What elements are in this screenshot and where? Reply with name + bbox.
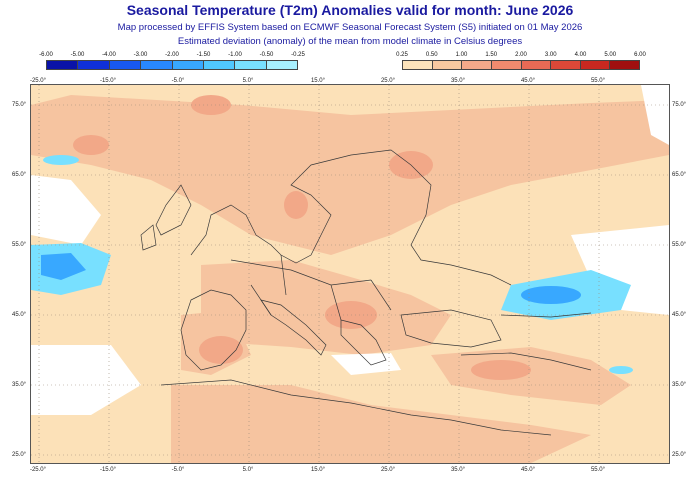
legend-swatch [403,61,433,69]
latitude-label: 55.0° [672,242,687,248]
longitude-label: 25.0° [380,78,396,84]
longitude-label: -5.0° [171,467,185,473]
legend-swatch [141,61,173,69]
longitude-label: -15.0° [99,78,117,84]
legend-tick-label: -3.00 [133,52,148,58]
legend-tick-label: 2.00 [515,52,527,58]
longitude-label: 45.0° [520,78,536,84]
neutral-anomaly-regions [31,85,669,415]
legend-swatch [610,61,639,69]
legend-swatch [47,61,79,69]
legend-tick-label: -6.00 [39,52,53,58]
legend-positive-ticks: 0.25 0.50 1.00 1.50 2.00 3.00 4.00 5.00 6.00 [396,52,646,60]
map-subtitle-source: Map processed by EFFIS System based on E… [117,22,583,33]
legend-swatch [491,61,522,69]
legend-tick-label: 6.00 [634,52,646,58]
legend-tick-label: -1.00 [228,52,242,58]
longitude-label: 15.0° [310,467,326,473]
latitude-label: 75.0° [672,102,687,108]
warm-anomaly-regions [31,95,669,463]
legend-tick-label: -1.50 [196,52,211,58]
longitude-label: 35.0° [450,78,466,84]
legend-tick-label: 1.00 [455,52,468,58]
legend-tick-label: -0.25 [291,52,305,58]
legend-tick-label: 0.50 [425,52,438,58]
latitude-label: 75.0° [12,102,27,108]
latitude-label: 65.0° [672,172,687,178]
longitude-label: -25.0° [29,467,47,473]
stronger-cool-anomaly-regions [41,253,581,304]
legend-swatch [432,61,463,69]
legend-swatch [235,61,267,69]
legend-tick-label: 5.00 [604,52,617,58]
legend-swatch [462,61,492,69]
legend-tick-label: 1.50 [485,52,498,58]
latitude-label: 45.0° [12,312,27,318]
longitude-label: 45.0° [520,467,536,473]
legend-positive: 0.25 0.50 1.00 1.50 2.00 3.00 4.00 5.00 6.00 [396,52,646,72]
legend-swatch [78,61,110,69]
anomaly-map [30,84,670,464]
legend-negative: -6.00 -5.00 -4.00 -3.00 -2.00 -1.50 -1.00 -0.50… [39,52,305,72]
legend-swatch [521,61,552,69]
legend-tick-label: -4.00 [102,52,116,58]
legend-swatch [551,61,581,69]
longitude-label: 15.0° [310,78,326,84]
latitude-label: 35.0° [12,382,27,388]
legend-negative-ticks: -6.00 -5.00 -4.00 -3.00 -2.00 -1.50 -1.00 -0.50… [39,52,305,60]
latitude-label: 35.0° [672,382,687,388]
longitude-label: 25.0° [380,467,396,473]
longitude-label: 5.0° [242,78,254,84]
legend-tick-label: 3.00 [544,52,557,58]
legend-positive-swatches [402,60,640,70]
legend-swatch [172,61,204,69]
longitude-label: 35.0° [450,467,466,473]
legend-swatch [266,61,297,69]
legend-tick-label: 0.25 [396,52,408,58]
legend-tick-label: -5.00 [70,52,85,58]
map-title: Seasonal Temperature (T2m) Anomalies val… [126,2,574,18]
latitude-label: 65.0° [12,172,27,178]
coastlines-borders [140,149,592,436]
longitude-label: -15.0° [99,467,117,473]
latitude-label: 55.0° [12,242,27,248]
latitude-label: 45.0° [672,312,687,318]
latitude-label: 25.0° [12,452,27,458]
legend-tick-label: -0.50 [259,52,274,58]
legend-negative-swatches [46,60,298,70]
legend-tick-label: 4.00 [574,52,587,58]
longitude-label: 55.0° [590,78,606,84]
longitude-label: -5.0° [171,78,185,84]
latitude-label: 25.0° [672,452,687,458]
longitude-label: -25.0° [29,78,47,84]
legend-swatch [580,61,611,69]
anomaly-map-canvas [31,85,669,463]
legend-swatch [203,61,236,69]
longitude-label: 55.0° [590,467,606,473]
map-subtitle-description: Estimated deviation (anomaly) of the mea… [177,36,523,47]
legend-swatch [109,61,142,69]
legend-tick-label: -2.00 [165,52,179,58]
longitude-label: 5.0° [242,467,254,473]
